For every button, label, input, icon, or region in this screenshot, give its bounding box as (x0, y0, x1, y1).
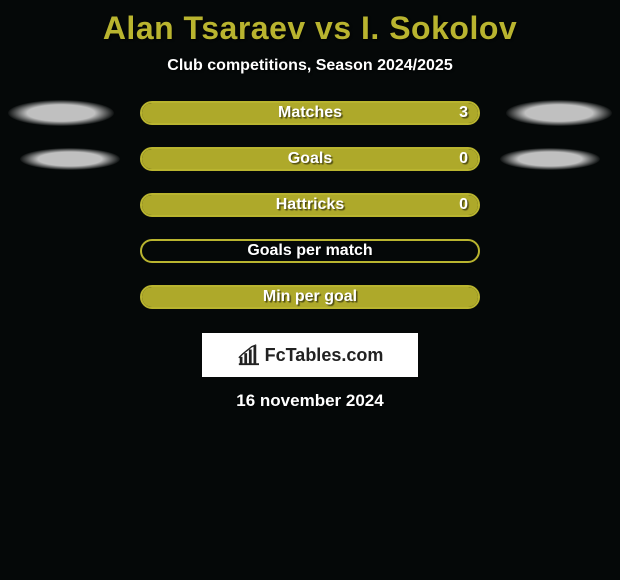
stat-bar: Min per goal (140, 285, 480, 309)
stat-value: 0 (459, 196, 468, 214)
stat-label: Min per goal (263, 288, 357, 306)
subtitle: Club competitions, Season 2024/2025 (167, 57, 452, 75)
stat-bar: Goals per match (140, 239, 480, 263)
stat-bar: Hattricks 0 (140, 193, 480, 217)
stat-row: Hattricks 0 (0, 193, 620, 217)
page-title: Alan Tsaraev vs I. Sokolov (103, 10, 517, 47)
shadow-ellipse-left (20, 148, 120, 170)
shadow-ellipse-left (8, 100, 114, 126)
comparison-infographic: Alan Tsaraev vs I. Sokolov Club competit… (0, 0, 620, 411)
stat-label: Matches (278, 104, 342, 122)
stat-label: Hattricks (276, 196, 344, 214)
shadow-ellipse-right (500, 148, 600, 170)
stat-bar: Goals 0 (140, 147, 480, 171)
stat-rows: Matches 3 Goals 0 Hattricks 0 Goals per match M… (0, 101, 620, 309)
brand-text: FcTables.com (265, 345, 384, 366)
brand-badge: FcTables.com (202, 333, 418, 377)
stat-row: Matches 3 (0, 101, 620, 125)
shadow-ellipse-right (506, 100, 612, 126)
bar-chart-icon (237, 344, 259, 366)
stat-label: Goals (288, 150, 332, 168)
stat-label: Goals per match (247, 242, 372, 260)
date-text: 16 november 2024 (236, 391, 383, 411)
stat-value: 0 (459, 150, 468, 168)
stat-row: Min per goal (0, 285, 620, 309)
stat-row: Goals per match (0, 239, 620, 263)
stat-bar: Matches 3 (140, 101, 480, 125)
stat-row: Goals 0 (0, 147, 620, 171)
stat-value: 3 (459, 104, 468, 122)
